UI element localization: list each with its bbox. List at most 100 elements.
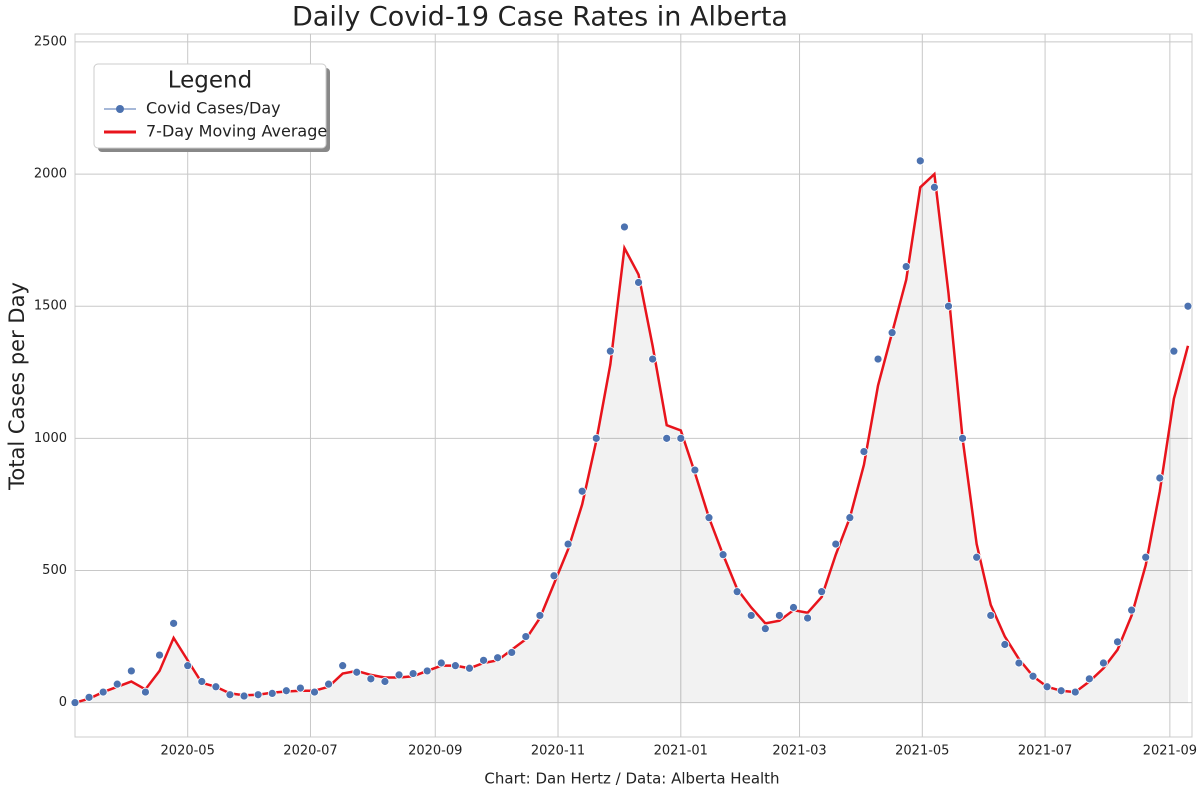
data-point <box>324 679 333 689</box>
data-point <box>225 690 235 700</box>
data-point <box>873 354 883 364</box>
data-point <box>169 618 179 628</box>
data-point <box>479 655 488 665</box>
data-point <box>1000 640 1010 649</box>
data-point <box>155 650 164 660</box>
data-point <box>915 156 925 166</box>
y-tick-label: 1500 <box>34 299 67 314</box>
data-point <box>267 688 277 698</box>
data-point <box>112 679 122 689</box>
data-point <box>465 663 474 673</box>
data-point <box>422 666 432 676</box>
data-point <box>845 513 855 523</box>
legend-label: Covid Cases/Day <box>146 99 281 118</box>
data-point <box>718 550 728 560</box>
data-point <box>338 661 348 671</box>
data-point <box>634 278 643 287</box>
y-axis-label: Total Cases per Day <box>5 282 29 491</box>
legend-swatch <box>116 105 124 113</box>
data-point <box>859 447 869 456</box>
data-point <box>789 603 798 612</box>
data-point <box>605 346 615 356</box>
data-point <box>704 513 714 523</box>
x-tick-label: 2020-07 <box>283 744 337 759</box>
data-point <box>620 222 629 232</box>
data-point <box>450 661 460 671</box>
chart-title: Daily Covid-19 Case Rates in Alberta <box>292 2 788 33</box>
data-point <box>436 658 446 668</box>
data-point <box>831 539 841 549</box>
legend-label: 7-Day Moving Average <box>146 122 327 141</box>
x-tick-label: 2021-03 <box>772 744 826 759</box>
x-tick-label: 2021-01 <box>654 744 708 759</box>
y-tick-label: 2500 <box>34 34 67 49</box>
x-tick-label: 2021-07 <box>1018 744 1072 759</box>
data-point <box>577 486 587 496</box>
data-point <box>408 669 418 678</box>
data-point <box>366 674 376 684</box>
y-tick-label: 0 <box>59 695 67 710</box>
y-tick-label: 1000 <box>34 431 67 446</box>
data-point <box>676 433 686 443</box>
area-fill <box>75 174 1188 703</box>
x-tick-label: 2020-11 <box>531 744 585 759</box>
data-point <box>1169 346 1179 356</box>
y-tick-label: 500 <box>42 563 67 578</box>
legend-box <box>93 63 327 149</box>
data-point <box>1127 605 1137 615</box>
data-point <box>197 677 207 686</box>
data-point <box>281 686 291 696</box>
data-point <box>141 687 150 697</box>
data-point <box>296 683 305 693</box>
data-point <box>521 632 531 641</box>
caption: Chart: Dan Hertz / Data: Alberta Health <box>484 770 779 788</box>
x-tick-label: 2020-05 <box>161 744 215 759</box>
data-point <box>98 687 108 697</box>
data-point <box>690 465 700 475</box>
data-point <box>972 552 982 562</box>
data-point <box>1141 552 1151 562</box>
data-point <box>183 661 193 671</box>
legend: Legend Covid Cases/Day 7-Day Moving Averag… <box>93 63 330 152</box>
data-point <box>394 670 404 680</box>
data-point <box>1070 687 1080 697</box>
data-point <box>253 690 263 700</box>
data-point <box>70 698 80 708</box>
data-point <box>1042 682 1052 692</box>
data-point <box>549 571 559 581</box>
data-point <box>126 666 136 676</box>
data-point <box>662 433 672 443</box>
data-point <box>1056 686 1066 696</box>
data-point <box>1099 658 1108 668</box>
data-point <box>1014 658 1024 668</box>
data-point <box>887 328 897 338</box>
data-point <box>1155 473 1165 483</box>
data-point <box>760 624 770 634</box>
data-point <box>1183 301 1193 311</box>
data-point <box>310 687 319 697</box>
data-point <box>84 692 94 702</box>
data-point <box>648 354 658 364</box>
data-point <box>817 587 827 597</box>
legend-title: Legend <box>168 68 253 94</box>
data-point <box>986 611 996 620</box>
data-point <box>507 648 517 657</box>
x-tick-label: 2021-09 <box>1143 744 1197 759</box>
data-point <box>1028 671 1038 681</box>
x-tick-label: 2020-09 <box>408 744 462 759</box>
data-point <box>493 653 503 663</box>
data-point <box>746 611 756 620</box>
y-tick-label: 2000 <box>34 167 67 182</box>
data-point <box>775 611 784 620</box>
data-point <box>944 301 953 311</box>
data-point <box>380 677 390 686</box>
data-point <box>803 613 812 623</box>
data-point <box>958 433 967 443</box>
x-tick-label: 2021-05 <box>895 744 949 759</box>
data-point <box>563 539 573 549</box>
data-point <box>352 667 362 677</box>
data-point <box>535 611 545 620</box>
data-point <box>239 691 249 701</box>
data-point <box>929 182 939 192</box>
